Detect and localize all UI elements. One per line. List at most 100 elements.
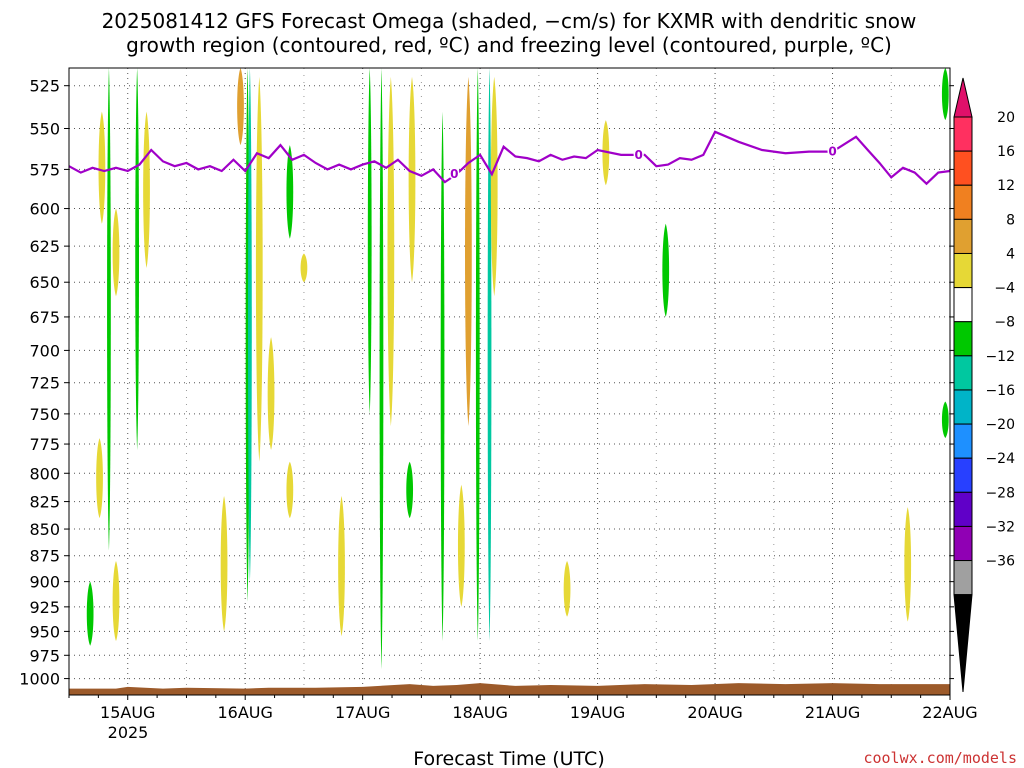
colorbar-label: −32	[985, 519, 1015, 535]
colorbar-label: 20	[997, 110, 1015, 126]
freezing-level-line	[68, 130, 951, 186]
colorbar-swatch	[953, 457, 973, 493]
colorbar-label: 12	[997, 178, 1015, 194]
colorbar-swatch	[953, 423, 973, 459]
y-tick-label: 525	[29, 77, 60, 96]
x-tick-label: 22AUG	[922, 703, 977, 722]
colorbar-swatch	[953, 560, 973, 596]
omega-plume	[457, 484, 465, 607]
omega-plume	[490, 76, 498, 297]
omega-plume	[112, 560, 120, 642]
y-tick-label: 875	[29, 547, 60, 566]
x-tick-label: 19AUG	[570, 703, 625, 722]
x-tick-label: 20AUG	[687, 703, 742, 722]
y-tick-label: 550	[29, 119, 60, 138]
omega-plume	[135, 68, 140, 450]
omega-plume	[487, 68, 492, 642]
omega-plume	[107, 68, 111, 551]
source-credit: coolwx.com/models	[863, 749, 1017, 767]
omega-plume	[904, 507, 912, 622]
colorbar-label: 8	[1006, 212, 1015, 228]
freezing-level-label: 0	[635, 148, 643, 162]
omega-plume	[286, 145, 294, 239]
y-tick-label: 625	[29, 237, 60, 256]
omega-plume	[255, 76, 263, 462]
colorbar-label: −16	[985, 383, 1015, 399]
colorbar-label: 16	[997, 144, 1015, 160]
omega-plume	[475, 68, 480, 642]
terrain-area	[69, 683, 950, 695]
colorbar-label: −4	[994, 281, 1015, 297]
chart-title-line-2: growth region (contoured, red, ºC) and f…	[126, 33, 892, 57]
colorbar-swatch	[953, 150, 973, 186]
omega-plume	[143, 111, 150, 268]
x-axis-title: Forecast Time (UTC)	[413, 748, 604, 768]
colorbar-swatch	[953, 184, 973, 220]
colorbar-swatch	[953, 491, 973, 527]
omega-plume	[237, 68, 244, 146]
colorbar-label: 4	[1006, 246, 1015, 262]
y-axis-labels: 525 550 575 600 625 650 675 700 725 750 775 800 825 8…	[19, 77, 60, 689]
colorbar-bottom-arrow	[953, 594, 973, 693]
omega-plume	[338, 495, 345, 637]
colorbar-swatch	[953, 116, 973, 152]
y-tick-label: 950	[29, 622, 60, 641]
y-tick-label: 650	[29, 273, 60, 292]
omega-plume	[300, 253, 308, 283]
colorbar-label: −12	[985, 349, 1015, 365]
y-tick-label: 825	[29, 493, 60, 512]
omega-plume	[662, 223, 670, 317]
omega-plume	[941, 401, 949, 439]
omega-plume	[96, 438, 103, 519]
y-tick-label: 1000	[19, 670, 60, 689]
colorbar-swatch	[953, 321, 973, 357]
freezing-level-contour: 0 0 0	[68, 130, 951, 186]
colorbar-label: −20	[985, 417, 1015, 433]
y-tick-label: 700	[29, 341, 60, 360]
colorbar-label: −36	[985, 554, 1015, 570]
freezing-level-label: 0	[828, 145, 836, 159]
colorbar-swatch	[953, 355, 973, 391]
omega-plume	[563, 560, 571, 617]
omega-plume	[86, 581, 94, 646]
x-tick-label: 18AUG	[452, 703, 507, 722]
y-tick-label: 800	[29, 464, 60, 483]
y-tick-label: 575	[29, 160, 60, 179]
y-tick-label: 850	[29, 520, 60, 539]
x-tick-label: 15AUG	[100, 703, 155, 722]
plot-background	[69, 68, 950, 695]
colorbar-label: −24	[985, 451, 1015, 467]
x-tick-label: 17AUG	[335, 703, 390, 722]
plot-area: 0 0 0	[64, 67, 954, 700]
y-tick-label: 675	[29, 308, 60, 327]
y-tick-label: 900	[29, 573, 60, 592]
omega-plume	[941, 68, 949, 121]
y-tick-label: 600	[29, 200, 60, 219]
omega-plume	[220, 495, 228, 632]
chart-title-line-1: 2025081412 GFS Forecast Omega (shaded, −…	[102, 9, 917, 33]
omega-plume	[406, 461, 414, 519]
colorbar-swatch	[953, 218, 973, 254]
x-axis-year-label: 2025	[108, 723, 149, 742]
x-tick-label: 21AUG	[805, 703, 860, 722]
omega-plume	[98, 111, 106, 224]
colorbar-label: −28	[985, 485, 1015, 501]
omega-plume	[379, 68, 384, 670]
omega-plume	[286, 461, 294, 519]
colorbar-label: −8	[994, 315, 1015, 331]
colorbar-swatch	[953, 252, 973, 289]
y-tick-label: 925	[29, 598, 60, 617]
omega-plume	[408, 76, 416, 283]
omega-plume	[112, 208, 120, 297]
colorbar-top-arrow	[953, 77, 973, 118]
y-tick-label: 975	[29, 646, 60, 665]
colorbar-swatch	[953, 287, 973, 323]
omega-plume	[267, 337, 275, 450]
axis-ticks	[64, 85, 954, 700]
x-tick-label: 16AUG	[217, 703, 272, 722]
colorbar-swatch	[953, 525, 973, 562]
colorbar-swatch	[953, 389, 973, 425]
y-tick-label: 725	[29, 374, 60, 393]
colorbar: 20 16 12 8 4 −4 −8 −12 −16 −20 −24 −28 −32 −36	[953, 77, 1015, 693]
